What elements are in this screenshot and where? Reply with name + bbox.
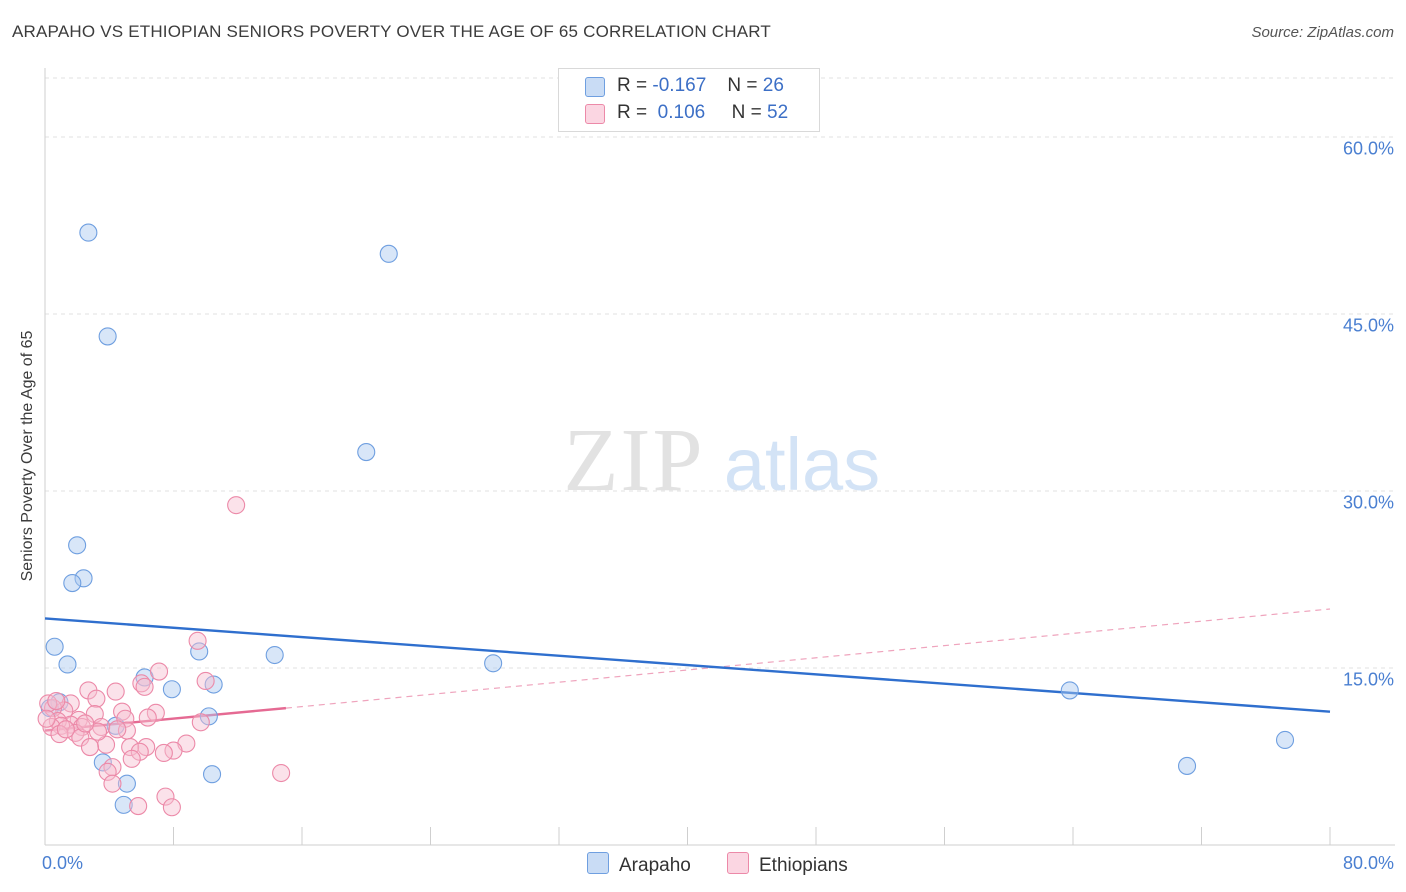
point-ethiopians (227, 496, 246, 515)
point-ethiopians (61, 694, 80, 713)
point-arapaho (63, 573, 82, 593)
legend-label-ethiopians: Ethiopians (759, 855, 848, 876)
legend-n-label: N = (731, 102, 762, 123)
point-ethiopians (149, 662, 169, 681)
legend-label-arapaho: Arapaho (619, 855, 691, 876)
point-arapaho (58, 655, 77, 674)
point-arapaho (98, 327, 117, 346)
point-ethiopians (108, 720, 127, 739)
point-ethiopians (103, 774, 122, 793)
point-arapaho (1060, 681, 1079, 700)
point-arapaho (45, 637, 64, 656)
point-arapaho (484, 654, 503, 673)
point-arapaho (162, 680, 181, 699)
point-ethiopians (96, 735, 116, 754)
point-ethiopians (138, 708, 157, 727)
legend-r-value-ethiopians: 0.106 (657, 102, 706, 123)
point-ethiopians (196, 671, 215, 691)
point-arapaho (74, 569, 93, 588)
point-arapaho (379, 244, 398, 263)
x-tick-min: 0.0% (42, 853, 84, 873)
point-arapaho (1177, 756, 1197, 775)
point-ethiopians (56, 720, 75, 739)
point-arapaho (79, 223, 98, 242)
point-ethiopians (188, 631, 207, 650)
watermark-zip: ZIP (564, 411, 705, 510)
point-ethiopians (191, 713, 210, 732)
point-arapaho (357, 443, 376, 462)
point-ethiopians (272, 763, 291, 783)
point-ethiopians (132, 674, 151, 693)
point-ethiopians (156, 787, 175, 806)
y-tick-label: 45.0% (1342, 315, 1394, 336)
stats-legend: R = -0.167 N = 26 R = 0.106 N = 52 (558, 68, 820, 132)
point-ethiopians (71, 728, 90, 747)
point-ethiopians (154, 743, 173, 763)
point-ethiopians (80, 738, 100, 757)
point-ethiopians (98, 762, 117, 781)
y-tick-label: 60.0% (1342, 138, 1394, 159)
y-tick-label: 30.0% (1342, 492, 1394, 513)
point-ethiopians (122, 749, 141, 768)
legend-r-label: R = (617, 75, 648, 96)
chart-title: ARAPAHO VS ETHIOPIAN SENIORS POVERTY OVE… (12, 22, 771, 41)
point-ethiopians (47, 691, 66, 711)
point-ethiopians (106, 682, 125, 701)
source-label: Source: ZipAtlas.com (1251, 24, 1394, 41)
x-tick-max: 80.0% (1342, 853, 1394, 873)
point-ethiopians (88, 722, 108, 741)
legend-r-value-arapaho: -0.167 (652, 75, 707, 96)
point-ethiopians (76, 714, 95, 733)
legend-n-label: N = (727, 75, 758, 96)
legend-item-ethiopians[interactable]: Ethiopians (727, 852, 848, 877)
legend-n-value-arapaho: 26 (762, 75, 784, 96)
legend-swatch-ethiopians (727, 852, 749, 874)
trendline-ethiopians (44, 706, 287, 732)
point-arapaho (68, 536, 87, 555)
point-arapaho (117, 774, 136, 793)
legend-swatch-ethiopians (585, 104, 605, 124)
point-ethiopians (162, 798, 181, 817)
legend-item-arapaho[interactable]: Arapaho (587, 852, 691, 877)
watermark-atlas: atlas (724, 423, 880, 506)
point-arapaho (1275, 730, 1295, 750)
point-arapaho (265, 645, 284, 665)
trendline-ethiopians-extension (285, 608, 1331, 709)
point-ethiopians (129, 797, 148, 816)
point-ethiopians (37, 709, 56, 728)
trendline-arapaho (44, 617, 1331, 713)
legend-r-label: R = (617, 102, 648, 123)
point-arapaho (114, 795, 133, 814)
legend-n-value-ethiopians: 52 (767, 102, 789, 123)
y-tick-label: 15.0% (1342, 669, 1394, 690)
point-ethiopians (87, 689, 106, 708)
point-arapaho (93, 753, 112, 772)
legend-swatch-arapaho (587, 852, 609, 874)
legend-swatch-arapaho (585, 77, 605, 97)
point-arapaho (203, 765, 222, 784)
point-ethiopians (135, 677, 154, 696)
